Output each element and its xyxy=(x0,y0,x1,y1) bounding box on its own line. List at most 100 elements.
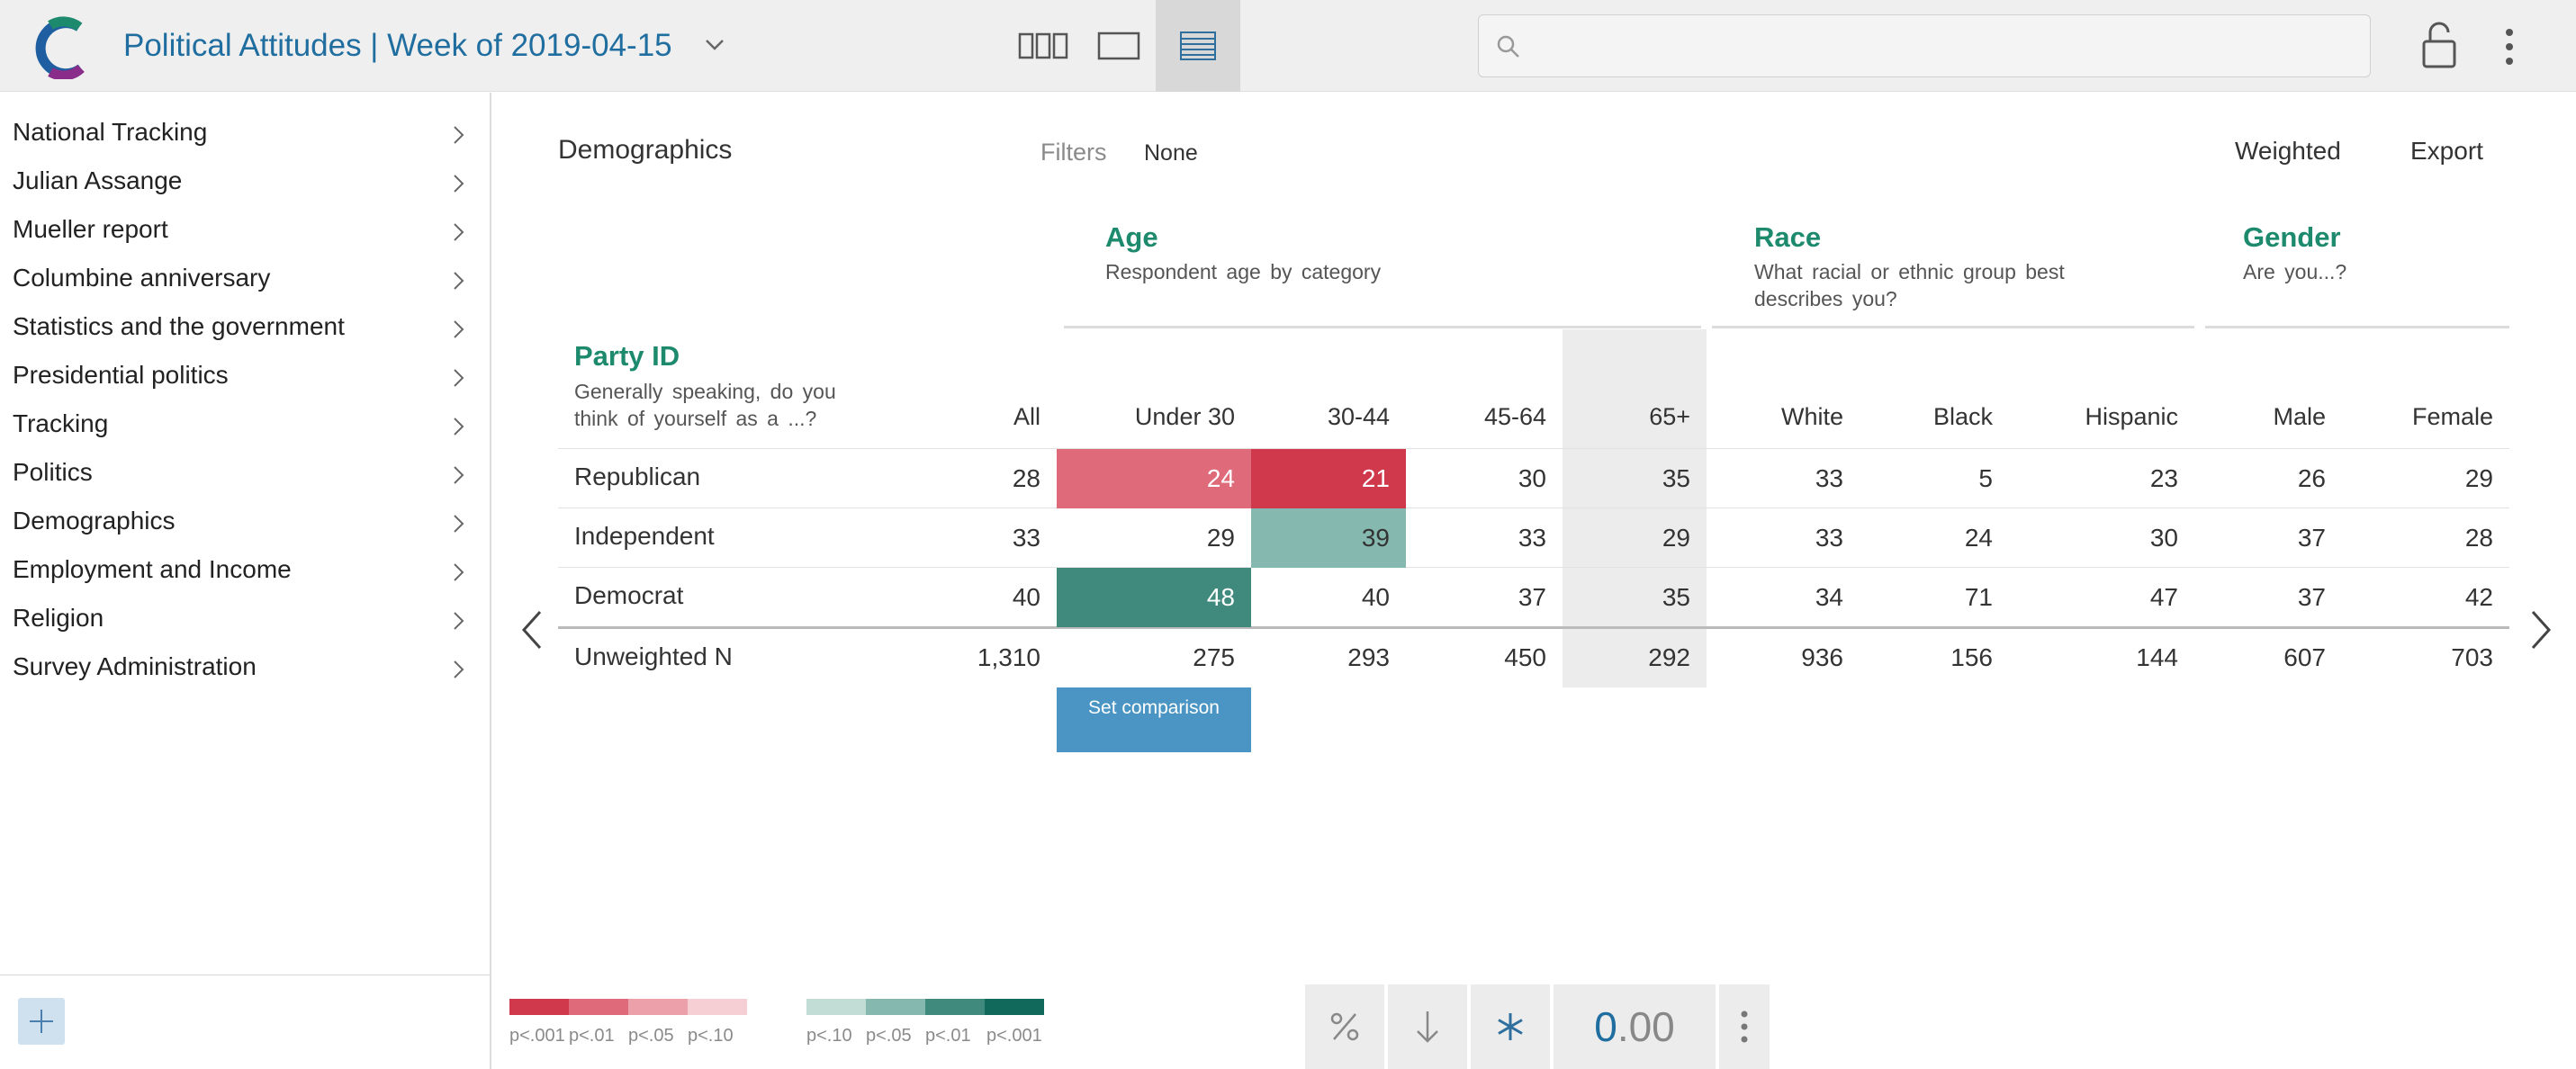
app-header: Political Attitudes | Week of 2019-04-15 xyxy=(0,0,2576,92)
legend-swatch xyxy=(569,999,628,1015)
weighted-toggle[interactable]: Weighted xyxy=(2235,137,2341,165)
row-divider xyxy=(558,567,2509,568)
sidebar-item-survey-administration[interactable]: Survey Administration xyxy=(0,645,490,694)
table-cell: 37 xyxy=(1518,583,1546,611)
sidebar-item-national-tracking[interactable]: National Tracking xyxy=(0,111,490,159)
sidebar-item-tracking[interactable]: Tracking xyxy=(0,402,490,451)
table-cell: 5 xyxy=(1978,464,1993,492)
column-header[interactable]: Male xyxy=(2273,403,2326,430)
group-desc-race: What racial or ethnic group best describ… xyxy=(1754,260,2065,310)
group-desc-age: Respondent age by category xyxy=(1105,260,1382,283)
sidebar-item-columbine-anniversary[interactable]: Columbine anniversary xyxy=(0,256,490,305)
column-header[interactable]: 45-64 xyxy=(1483,403,1546,430)
sidebar-item-label: Statistics and the government xyxy=(13,312,345,340)
table-cell: 28 xyxy=(1012,464,1040,492)
legend-swatch xyxy=(628,999,688,1015)
chevron-right-icon xyxy=(454,369,464,387)
column-header[interactable]: All xyxy=(1013,403,1040,430)
unweighted-n-cell: 703 xyxy=(2451,643,2493,671)
sidebar-item-label: Mueller report xyxy=(13,215,168,243)
decimal-places-button[interactable]: 0.00 xyxy=(1554,984,1716,1069)
row-label: Democrat xyxy=(574,581,684,609)
chevron-right-icon xyxy=(454,563,464,581)
legend-swatch xyxy=(688,999,747,1015)
single-view-icon xyxy=(1097,31,1140,60)
table-cell-significant: 21 xyxy=(1251,449,1406,508)
unweighted-n-cell: 607 xyxy=(2283,643,2326,671)
unlock-icon[interactable] xyxy=(2419,20,2459,70)
significance-button[interactable] xyxy=(1471,984,1550,1069)
search-input[interactable] xyxy=(1529,24,2357,67)
table-view-button[interactable] xyxy=(1156,0,1240,92)
decimal-rest: .00 xyxy=(1617,1003,1675,1050)
chevron-right-icon xyxy=(454,126,464,144)
chevron-right-icon[interactable] xyxy=(2527,608,2554,651)
set-comparison-button[interactable]: Set comparison xyxy=(1057,687,1251,752)
sidebar-item-religion[interactable]: Religion xyxy=(0,597,490,645)
legend-swatch xyxy=(806,999,866,1015)
table-view-icon xyxy=(1180,31,1216,60)
unweighted-n-cell: 293 xyxy=(1347,643,1390,671)
more-vertical-icon[interactable] xyxy=(2493,22,2526,72)
sidebar-item-statistics-government[interactable]: Statistics and the government xyxy=(0,305,490,354)
filters-value[interactable]: None xyxy=(1144,140,1198,166)
percent-button[interactable] xyxy=(1305,984,1384,1069)
dataset-title[interactable]: Political Attitudes | Week of 2019-04-15 xyxy=(123,28,672,63)
single-view-button[interactable] xyxy=(1076,0,1161,92)
chevron-right-icon xyxy=(454,175,464,193)
legend-label: p<.05 xyxy=(628,1026,674,1046)
sidebar-item-julian-assange[interactable]: Julian Assange xyxy=(0,159,490,208)
columns-view-button[interactable] xyxy=(1001,0,1085,92)
toolbar-more-button[interactable] xyxy=(1719,984,1770,1069)
table-cell: 37 xyxy=(2297,583,2326,611)
unweighted-n-cell: 156 xyxy=(1950,643,1993,671)
decimal-zero: 0 xyxy=(1594,1003,1617,1050)
group-title-age[interactable]: Age xyxy=(1105,221,1158,253)
totals-divider xyxy=(558,626,2509,629)
table-cell: 29 xyxy=(2464,464,2493,492)
more-vertical-icon xyxy=(1741,1011,1748,1043)
group-divider-age xyxy=(1064,326,1701,328)
column-header[interactable]: Hispanic xyxy=(2085,403,2178,430)
column-header[interactable]: 65+ xyxy=(1649,403,1690,430)
table-cell-significant: 24 xyxy=(1057,449,1251,508)
row-variable-title[interactable]: Party ID xyxy=(574,340,680,372)
search-box[interactable] xyxy=(1478,14,2371,77)
table-cell: 34 xyxy=(1815,583,1843,611)
column-header[interactable]: Black xyxy=(1932,403,1993,430)
sidebar-item-label: Demographics xyxy=(13,507,176,534)
table-cell: 28 xyxy=(2464,524,2493,552)
table-cell: 26 xyxy=(2297,464,2326,492)
table-cell: 33 xyxy=(1518,524,1546,552)
column-header[interactable]: 30-44 xyxy=(1327,403,1390,430)
sidebar-item-presidential-politics[interactable]: Presidential politics xyxy=(0,354,490,402)
filters-button[interactable]: Filters xyxy=(1040,139,1107,166)
legend-label: p<.10 xyxy=(688,1026,734,1046)
sidebar-item-demographics[interactable]: Demographics xyxy=(0,499,490,548)
sidebar-item-employment-income[interactable]: Employment and Income xyxy=(0,548,490,597)
export-button[interactable]: Export xyxy=(2410,137,2483,165)
column-header[interactable]: White xyxy=(1780,403,1843,430)
unweighted-n-cell: 275 xyxy=(1193,643,1235,671)
app-logo-icon[interactable] xyxy=(32,16,92,79)
sort-button[interactable] xyxy=(1388,984,1467,1069)
table-cell: 47 xyxy=(2149,583,2178,611)
add-button[interactable] xyxy=(18,998,65,1045)
column-header[interactable]: Female xyxy=(2411,403,2493,430)
table-cell-significant: 39 xyxy=(1251,508,1406,568)
sidebar-item-mueller-report[interactable]: Mueller report xyxy=(0,208,490,256)
sidebar-item-label: Politics xyxy=(13,458,93,486)
unweighted-n-cell: 1,310 xyxy=(977,643,1040,671)
sidebar-item-politics[interactable]: Politics xyxy=(0,451,490,499)
group-title-race[interactable]: Race xyxy=(1754,221,1822,253)
sidebar-item-label: Tracking xyxy=(13,409,109,437)
chevron-left-icon[interactable] xyxy=(518,608,545,651)
chevron-down-icon[interactable] xyxy=(702,32,727,58)
bottom-toolbar: 0.00 xyxy=(1305,984,1770,1069)
legend-label: p<.05 xyxy=(866,1026,912,1046)
row-label: Independent xyxy=(574,522,715,550)
plus-icon xyxy=(30,1010,53,1033)
legend-swatch xyxy=(925,999,985,1015)
group-title-gender[interactable]: Gender xyxy=(2243,221,2341,253)
column-header[interactable]: Under 30 xyxy=(1134,403,1235,430)
